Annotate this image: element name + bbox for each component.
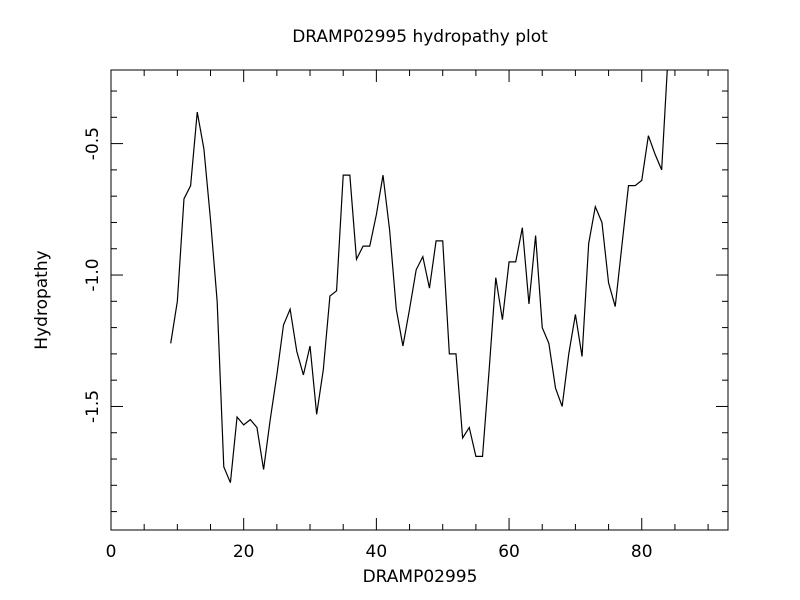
x-axis-label: DRAMP02995: [363, 567, 478, 587]
data-line: [170, 70, 668, 483]
y-tick-label: -1.0: [83, 258, 103, 291]
plot-frame: [110, 69, 729, 531]
x-tick-label: 0: [106, 542, 117, 562]
y-tick-label: -1.5: [83, 390, 103, 423]
y-tick-label: -0.5: [83, 127, 103, 160]
y-axis-label: Hydropathy: [32, 250, 52, 349]
x-tick-label: 60: [498, 542, 520, 562]
chart-title: DRAMP02995 hydropathy plot: [292, 27, 548, 47]
x-tick-label: 20: [233, 542, 255, 562]
x-tick-label: 40: [366, 542, 388, 562]
x-tick-label: 80: [631, 542, 653, 562]
